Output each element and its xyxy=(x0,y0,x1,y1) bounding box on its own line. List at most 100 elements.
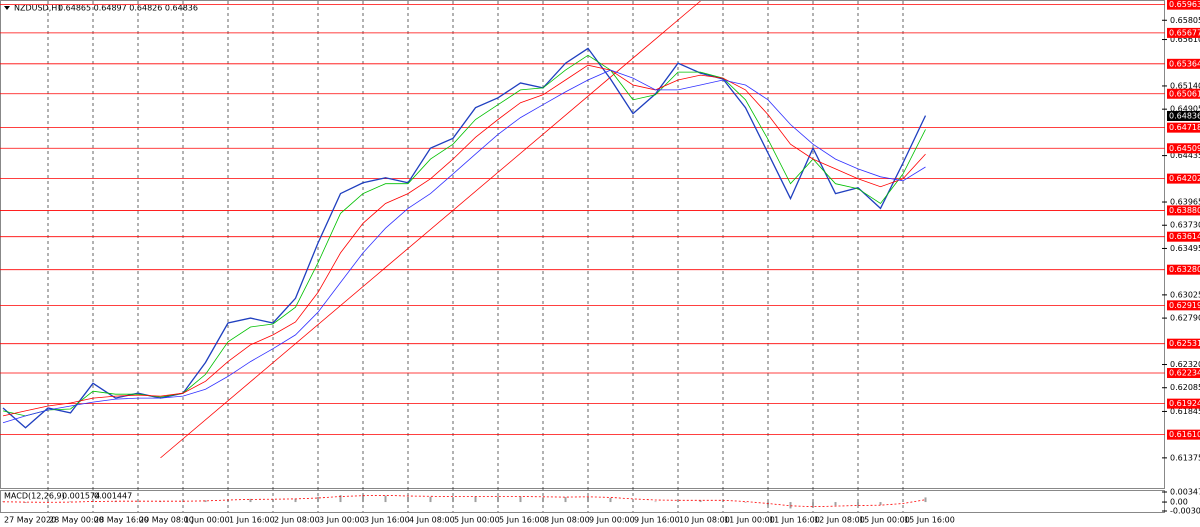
level-label-box xyxy=(1167,231,1200,242)
moving-average xyxy=(2,54,926,417)
y-tick-label: 0.65610 xyxy=(1170,35,1200,44)
level-label-box xyxy=(1167,122,1200,133)
y-tick-label: 0.00 xyxy=(1170,498,1188,507)
y-tick-label: 0.65805 xyxy=(1170,16,1200,25)
x-tick-label: 28 May 16:00 xyxy=(94,516,149,525)
macd-bar xyxy=(497,496,499,503)
macd-panel xyxy=(0,490,1165,513)
macd-bar xyxy=(519,496,522,503)
level-label-box xyxy=(1167,0,1200,10)
macd-bar xyxy=(902,501,904,503)
level-label-box xyxy=(1167,88,1200,99)
macd-bar xyxy=(137,501,139,503)
level-label-box xyxy=(1167,173,1200,184)
trendline xyxy=(160,0,701,459)
y-tick-label: -0.00309 xyxy=(1170,507,1200,516)
level-label-box xyxy=(1167,27,1200,38)
level-label: 0.65963 xyxy=(1169,0,1200,9)
level-label-box xyxy=(1167,338,1200,349)
macd-bar xyxy=(744,502,747,503)
macd-bar xyxy=(812,502,814,507)
macd-bar xyxy=(159,501,162,503)
macd-bar xyxy=(362,494,364,503)
x-tick-label: 5 Jun 00:00 xyxy=(454,516,500,525)
level-label: 0.62234 xyxy=(1169,369,1200,378)
macd-title: MACD(12,26,9) xyxy=(4,492,65,501)
y-tick-label: 0.61375 xyxy=(1170,453,1200,462)
price-line xyxy=(2,47,927,429)
signal-value: 0.001447 xyxy=(94,492,132,501)
level-label: 0.62531 xyxy=(1169,339,1200,348)
level-label: 0.61924 xyxy=(1169,399,1200,408)
x-tick-label: 1 Jun 16:00 xyxy=(229,516,275,525)
x-tick-label: 29 May 08:00 xyxy=(139,516,194,525)
x-tick-label: 4 Jun 08:00 xyxy=(409,516,455,525)
x-tick-label: 9 Jun 16:00 xyxy=(634,516,680,525)
x-tick-label: 1 Jun 00:00 xyxy=(184,516,230,525)
y-tick-label: 0.64905 xyxy=(1170,105,1200,114)
macd-bar xyxy=(879,502,882,505)
macd-bar xyxy=(204,500,207,503)
y-tick-label: 0.63495 xyxy=(1170,244,1200,253)
macd-bar xyxy=(69,501,72,503)
x-tick-label: 3 Jun 16:00 xyxy=(364,516,410,525)
level-label: 0.65061 xyxy=(1169,89,1200,98)
level-label: 0.61610 xyxy=(1169,430,1200,439)
level-label-box xyxy=(1167,205,1200,216)
level-label-box xyxy=(1167,300,1200,311)
macd-bar xyxy=(272,499,274,503)
moving-average xyxy=(2,64,926,417)
macd-bar xyxy=(384,495,387,503)
macd-bar xyxy=(609,497,612,503)
macd-bar xyxy=(857,502,859,505)
x-tick-label: 15 Jun 16:00 xyxy=(904,516,955,525)
macd-bar xyxy=(2,501,4,503)
x-tick-label: 15 Jun 00:00 xyxy=(859,516,910,525)
macd-bar xyxy=(542,497,544,503)
level-label: 0.64509 xyxy=(1169,144,1200,153)
macd-bar xyxy=(632,500,634,503)
macd-bar xyxy=(789,502,792,509)
macd-bar xyxy=(294,498,297,503)
macd-bar xyxy=(722,500,724,503)
macd-bar xyxy=(924,497,927,503)
macd-bar xyxy=(92,500,94,503)
level-label: 0.62919 xyxy=(1169,301,1200,310)
x-tick-label: 9 Jun 00:00 xyxy=(589,516,635,525)
y-tick-label: 0.62085 xyxy=(1170,383,1200,392)
macd-bar xyxy=(407,496,409,503)
x-tick-label: 11 Jun 16:00 xyxy=(769,516,820,525)
y-tick-label: 0.62790 xyxy=(1170,314,1200,323)
x-tick-label: 28 May 00:00 xyxy=(49,516,104,525)
macd-bar xyxy=(182,501,184,503)
macd-bar xyxy=(564,497,567,503)
last-price-box xyxy=(1167,110,1200,121)
macd-value: 0.001574 xyxy=(62,492,100,501)
main-panel xyxy=(0,0,1165,489)
x-tick-label: 27 May 2020 xyxy=(4,516,56,525)
level-label: 0.64202 xyxy=(1169,174,1200,183)
menu-arrow[interactable] xyxy=(4,6,10,10)
macd-bar xyxy=(24,502,27,503)
level-label-box xyxy=(1167,368,1200,379)
macd-bar xyxy=(699,500,702,503)
level-label-box xyxy=(1167,429,1200,440)
x-tick-label: 5 Jun 16:00 xyxy=(499,516,545,525)
y-tick-label: 0.61845 xyxy=(1170,407,1200,416)
signal-line xyxy=(2,494,926,508)
macd-bar xyxy=(317,496,319,503)
x-tick-label: 11 Jun 00:00 xyxy=(724,516,775,525)
macd-bar xyxy=(339,495,342,503)
macd-bar xyxy=(114,501,117,503)
moving-average xyxy=(2,69,926,424)
level-label: 0.63880 xyxy=(1169,206,1200,215)
macd-bar xyxy=(452,497,454,503)
level-label: 0.64718 xyxy=(1169,123,1200,132)
x-tick-label: 12 Jun 08:00 xyxy=(814,516,865,525)
macd-bar xyxy=(834,502,837,506)
chart-title: NZDUSD,H1 xyxy=(14,4,62,13)
level-label: 0.65364 xyxy=(1169,59,1200,68)
level-label-box xyxy=(1167,398,1200,409)
last-price-label: 0.64836 xyxy=(1169,111,1200,120)
x-tick-label: 10 Jun 08:00 xyxy=(679,516,730,525)
